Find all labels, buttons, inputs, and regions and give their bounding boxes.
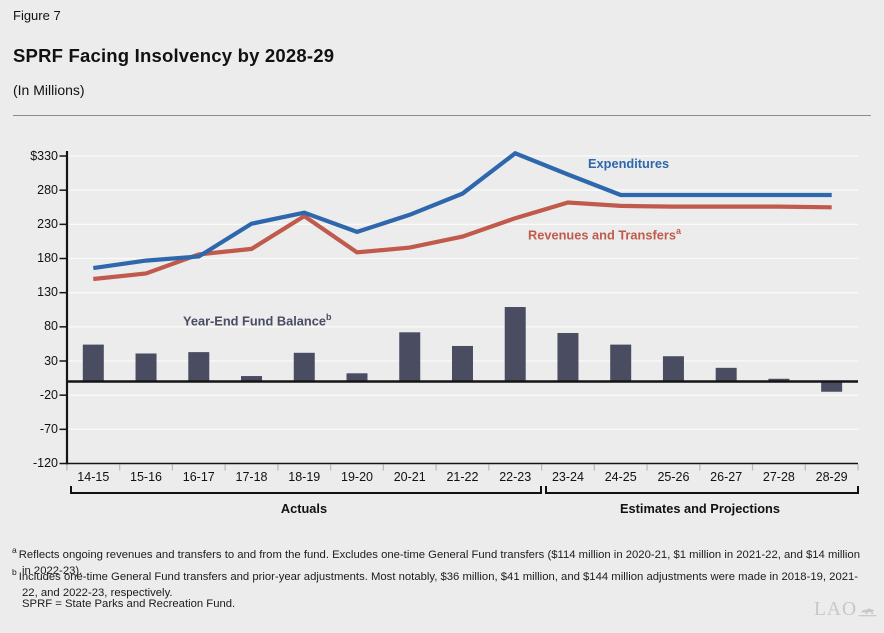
page-subtitle: (In Millions) — [13, 82, 85, 98]
legend-balance-footnote-marker: b — [325, 312, 332, 322]
x-axis-label-27-28: 27-28 — [762, 470, 795, 484]
figure-number: Figure 7 — [13, 8, 61, 23]
legend-year-end-fund-balance: Year-End Fund Balanceb — [183, 312, 331, 328]
x-axis-label-22-23: 22-23 — [499, 470, 532, 484]
footnote-b-text: Includes one-time General Fund transfers… — [18, 570, 859, 599]
footnote-a: a Reflects ongoing revenues and transfers… — [12, 542, 870, 579]
x-axis-label-25-26: 25-26 — [657, 470, 690, 484]
fund-balance-bar-27-28 — [768, 378, 790, 382]
x-axis-label-15-16: 15-16 — [130, 470, 163, 484]
y-axis-label-330: $330 — [30, 148, 58, 163]
lao-bear-icon — [858, 608, 877, 617]
actuals-group-label: Actuals — [280, 501, 328, 516]
x-axis-label-20-21: 20-21 — [393, 470, 426, 484]
y-axis-label-80: 80 — [44, 319, 58, 334]
fund-balance-bar-20-21 — [399, 332, 421, 382]
x-axis-label-23-24: 23-24 — [551, 470, 584, 484]
y-axis-label-30: 30 — [44, 353, 58, 368]
estimates-bracket — [545, 486, 859, 494]
footnote-b-marker: b — [12, 567, 17, 577]
title-divider — [13, 115, 871, 116]
fund-balance-bar-21-22 — [451, 345, 473, 382]
y-axis-label--20: -20 — [39, 387, 58, 402]
x-axis-label-19-20: 19-20 — [341, 470, 373, 484]
fund-balance-bar-16-17 — [188, 352, 210, 382]
legend-expenditures: Expenditures — [588, 156, 669, 171]
fund-balance-bar-23-24 — [557, 332, 579, 382]
y-axis-label-280: 280 — [37, 182, 58, 197]
page-title: SPRF Facing Insolvency by 2028-29 — [13, 45, 335, 66]
footnote-a-marker: a — [12, 545, 17, 555]
fund-balance-bar-25-26 — [662, 356, 684, 382]
x-axis-label-18-19: 18-19 — [288, 470, 321, 484]
fund-balance-bar-28-29 — [821, 381, 843, 392]
expenditures-line — [93, 150, 832, 271]
estimates-group-label: Estimates and Projections — [619, 501, 780, 516]
x-axis-label-16-17: 16-17 — [182, 470, 215, 484]
x-axis-label-21-22: 21-22 — [446, 470, 479, 484]
legend-revenues-and-transfers: Revenues and Transfersa — [528, 226, 681, 242]
x-axis-label-28-29: 28-29 — [815, 470, 848, 484]
fund-balance-bar-15-16 — [135, 353, 157, 382]
abbreviation-note: SPRF = State Parks and Recreation Fund. — [22, 598, 236, 610]
footnote-a-text: Reflects ongoing revenues and transfers … — [18, 548, 860, 577]
fund-balance-bar-26-27 — [715, 367, 737, 382]
y-axis-label-130: 130 — [37, 285, 58, 300]
legend-revenues-footnote-marker: a — [675, 226, 681, 236]
fund-balance-bar-14-15 — [82, 344, 104, 382]
revenues-and-transfers-line — [93, 200, 832, 282]
legend-balance-text: Year-End Fund Balance — [183, 313, 326, 329]
y-axis-label-180: 180 — [37, 251, 58, 265]
fund-balance-bar-18-19 — [293, 352, 315, 382]
x-axis-label-17-18: 17-18 — [235, 470, 268, 484]
fund-balance-bar-19-20 — [346, 373, 368, 382]
y-axis-label--70: -70 — [39, 421, 58, 436]
fund-balance-bar-17-18 — [241, 376, 263, 382]
lao-logo: LAO — [814, 599, 877, 621]
y-axis-label-230: 230 — [37, 216, 58, 231]
x-axis-label-26-27: 26-27 — [710, 470, 743, 484]
x-axis-label-24-25: 24-25 — [604, 470, 637, 484]
actuals-bracket — [70, 486, 542, 494]
footnote-b: b Includes one-time General Fund transfer… — [12, 564, 870, 601]
x-axis-label-14-15: 14-15 — [77, 470, 110, 484]
lao-logo-text: LAO — [814, 599, 858, 620]
legend-expenditures-text: Expenditures — [588, 156, 670, 171]
y-axis-label--120: -120 — [32, 455, 58, 470]
fund-balance-bar-24-25 — [610, 344, 632, 382]
fund-balance-bar-22-23 — [504, 307, 526, 382]
legend-revenues-text: Revenues and Transfers — [528, 227, 676, 243]
